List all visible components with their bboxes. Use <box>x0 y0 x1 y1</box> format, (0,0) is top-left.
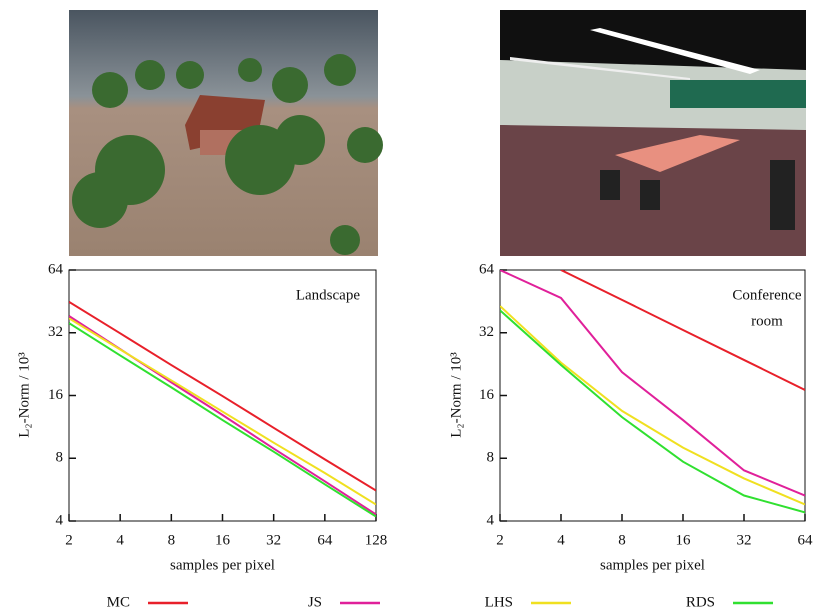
x-tick-label: 64 <box>798 532 814 548</box>
x-tick-label: 4 <box>557 532 565 548</box>
y-tick-label: 4 <box>56 512 64 528</box>
y-axis-label: L₂-Norm / 10³ <box>448 352 464 438</box>
x-tick-label: 32 <box>737 532 752 548</box>
y-tick-label: 8 <box>487 450 495 466</box>
x-tick-label: 8 <box>618 532 626 548</box>
x-axis-label: samples per pixel <box>170 557 275 573</box>
y-tick-label: 16 <box>479 387 495 403</box>
series-line <box>500 306 805 504</box>
series-group <box>69 302 376 517</box>
conference-room-render <box>500 10 806 256</box>
legend-label: MC <box>107 594 130 610</box>
x-tick-label: 16 <box>676 532 692 548</box>
y-tick-label: 8 <box>56 450 64 466</box>
legend-label: RDS <box>686 594 715 610</box>
figure: 24816326412848163264samples per pixelL₂-… <box>0 0 818 616</box>
series-group <box>500 270 805 512</box>
x-tick-label: 128 <box>365 532 388 548</box>
series-line <box>69 318 376 504</box>
x-tick-label: 64 <box>317 532 333 548</box>
x-axis-label: samples per pixel <box>600 557 705 573</box>
x-tick-label: 2 <box>496 532 504 548</box>
series-line <box>69 323 376 516</box>
y-axis-label: L₂-Norm / 10³ <box>16 352 32 438</box>
x-tick-label: 16 <box>215 532 231 548</box>
legend-label: JS <box>308 594 322 610</box>
series-line <box>500 310 805 512</box>
y-tick-label: 4 <box>487 512 495 528</box>
series-line <box>69 302 376 491</box>
annotation: Conference <box>732 287 801 303</box>
x-tick-label: 2 <box>65 532 73 548</box>
annotation: room <box>751 313 783 329</box>
y-tick-label: 64 <box>479 261 495 277</box>
y-tick-label: 64 <box>48 261 64 277</box>
x-tick-label: 8 <box>168 532 176 548</box>
annotation: Landscape <box>296 287 360 303</box>
landscape-render <box>69 10 383 256</box>
y-tick-label: 32 <box>48 324 63 340</box>
y-tick-label: 32 <box>479 324 494 340</box>
legend-label: LHS <box>485 594 513 610</box>
x-tick-label: 32 <box>266 532 281 548</box>
y-tick-label: 16 <box>48 387 64 403</box>
series-line <box>500 270 805 496</box>
x-tick-label: 4 <box>116 532 124 548</box>
